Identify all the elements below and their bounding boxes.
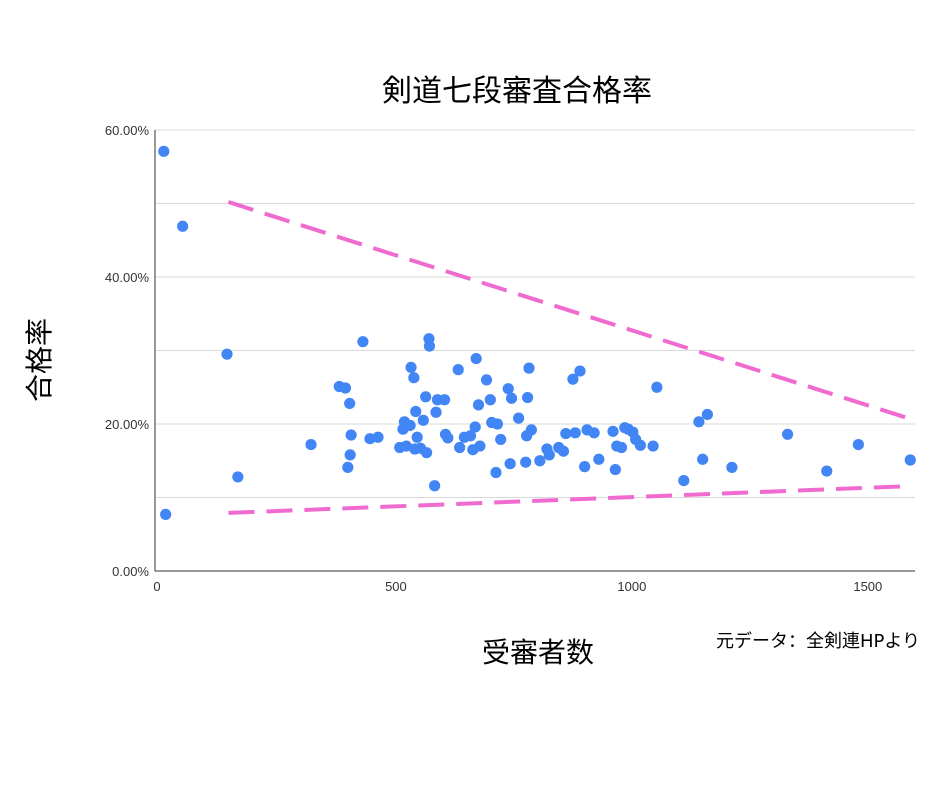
data-point [404, 419, 416, 432]
data-point [634, 439, 646, 451]
x-tick-label: 1500 [853, 579, 882, 594]
data-point [484, 394, 496, 406]
x-tick-label: 0 [153, 579, 160, 594]
data-point [344, 449, 356, 461]
data-point [490, 466, 502, 479]
y-tick-label: 60.00% [105, 123, 150, 138]
data-point [678, 474, 690, 487]
x-tick-label: 1000 [617, 579, 646, 594]
data-point [430, 406, 442, 418]
data-point [574, 365, 586, 377]
data-point [560, 427, 572, 440]
data-point [345, 429, 357, 441]
x-axis-label: 受審者数 [482, 636, 594, 669]
data-point [904, 454, 916, 466]
trend-line [228, 484, 901, 515]
data-point [472, 399, 485, 411]
data-point [651, 381, 663, 393]
data-point [480, 374, 493, 386]
data-point [357, 336, 369, 348]
data-point [781, 428, 794, 440]
data-point [405, 361, 417, 374]
data-point [342, 461, 354, 473]
gridlines [155, 129, 915, 572]
data-point [442, 432, 454, 444]
data-point [543, 449, 555, 461]
x-tick-label: 500 [385, 579, 407, 594]
y-tick-label: 40.00% [105, 270, 150, 285]
data-point [160, 508, 172, 521]
data-point [821, 465, 833, 477]
data-point [520, 456, 532, 468]
data-points [158, 145, 916, 521]
data-point [221, 348, 233, 360]
data-point [647, 440, 659, 452]
data-point [474, 440, 486, 452]
data-point [344, 397, 356, 410]
data-point [469, 421, 481, 433]
data-point [452, 364, 464, 376]
data-point [693, 416, 705, 428]
data-point [158, 145, 170, 157]
data-point [504, 458, 516, 470]
trend-line [227, 200, 907, 420]
y-axis-label: 合格率 [23, 318, 56, 402]
data-source-note: 元データ：全剣連HPより [716, 631, 920, 652]
data-point [408, 372, 420, 384]
data-point [417, 414, 429, 426]
data-point [523, 362, 535, 374]
data-point [525, 424, 537, 436]
data-point [607, 425, 619, 437]
trend-lines [227, 200, 907, 515]
data-point [420, 391, 432, 403]
y-tick-labels: 0.00% 20.00% 40.00% 60.00% [105, 123, 150, 579]
data-point [521, 391, 534, 404]
data-point [410, 405, 422, 418]
data-point [421, 447, 433, 459]
data-point [305, 438, 317, 451]
data-point [423, 340, 436, 352]
data-point [852, 438, 864, 451]
data-point [470, 352, 482, 365]
data-point [726, 461, 738, 473]
data-point [567, 373, 579, 385]
data-point [579, 461, 591, 473]
x-tick-labels: 0 500 1000 1500 [153, 579, 882, 594]
data-point [232, 471, 244, 483]
data-point [495, 433, 507, 446]
data-point [513, 412, 525, 424]
data-point [177, 220, 189, 232]
data-point [400, 440, 412, 452]
data-point [534, 455, 546, 467]
data-point [411, 431, 423, 443]
y-tick-label: 0.00% [112, 564, 149, 579]
data-point [697, 453, 709, 465]
data-point [569, 427, 581, 439]
data-point [339, 382, 352, 394]
data-point [588, 427, 600, 439]
y-tick-label: 20.00% [105, 417, 150, 432]
data-point [464, 430, 477, 442]
data-point [372, 431, 384, 443]
data-point [615, 441, 628, 454]
data-point [701, 408, 713, 421]
data-point [454, 441, 466, 454]
data-point [491, 418, 503, 430]
data-point [438, 394, 451, 406]
chart-title: 剣道七段審査合格率 [382, 74, 652, 109]
data-point [557, 445, 570, 457]
data-point [609, 463, 621, 476]
data-point [593, 453, 605, 465]
data-point [429, 480, 441, 492]
data-point [505, 392, 518, 404]
data-point [502, 383, 514, 395]
